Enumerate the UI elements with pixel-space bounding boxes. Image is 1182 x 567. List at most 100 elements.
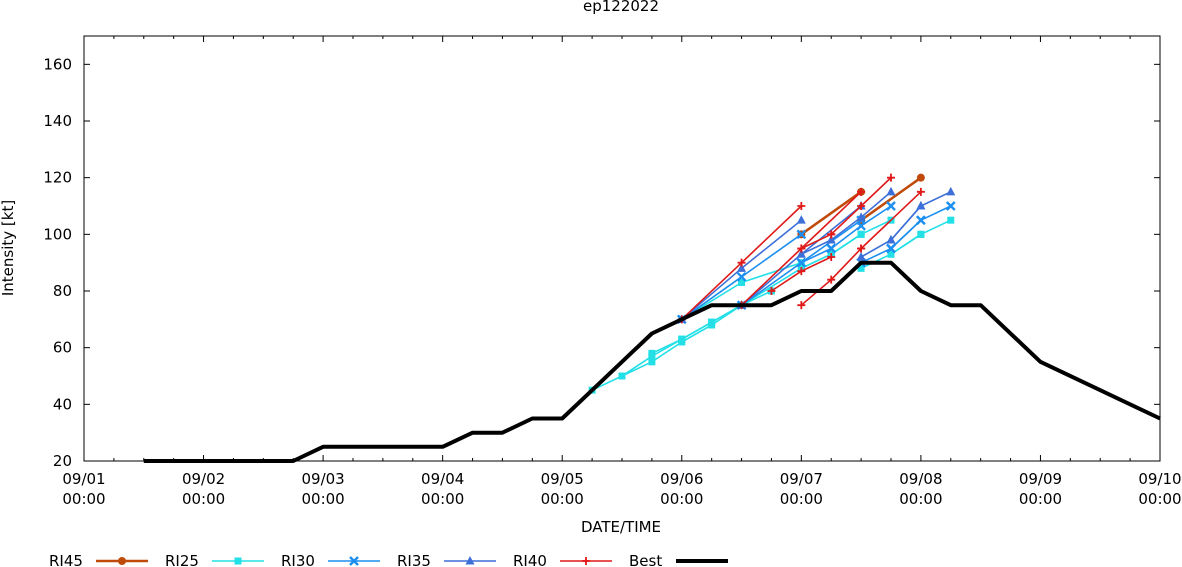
data-point-ri35	[856, 212, 866, 221]
data-point-ri30	[945, 201, 956, 211]
series-line-ri45	[800, 190, 862, 236]
x-tick-label-date: 09/06	[660, 470, 703, 488]
data-point-ri25	[887, 250, 895, 258]
x-tick-label-date: 09/08	[899, 470, 942, 488]
axis-ticks	[83, 36, 1161, 462]
legend-label-ri40: RI40	[513, 552, 547, 567]
data-point-ri40	[916, 187, 925, 196]
legend-marker-ri25	[234, 557, 242, 565]
series-line-best	[143, 260, 1161, 463]
y-tick-label: 100	[43, 225, 72, 243]
data-point-ri35	[856, 252, 866, 261]
x-tick-label-date: 09/07	[780, 470, 823, 488]
y-tick-label: 160	[43, 55, 72, 73]
series-line-ri40	[860, 191, 922, 250]
data-point-ri30	[856, 220, 866, 231]
plot-frame	[83, 35, 1161, 462]
data-point-ri25	[917, 230, 925, 238]
data-point-ri40	[827, 230, 836, 239]
series-layer	[143, 173, 1161, 463]
data-point-ri40	[797, 244, 806, 253]
x-tick-label-time: 00:00	[62, 490, 105, 508]
x-axis-label: DATE/TIME	[581, 518, 661, 536]
data-point-ri25	[678, 335, 686, 343]
x-tick-label-time: 00:00	[660, 490, 703, 508]
legend-label-ri25: RI25	[165, 552, 199, 567]
data-point-ri40	[827, 253, 836, 261]
data-point-ri30	[916, 215, 926, 226]
y-axis-tick-labels: 20 40 60 80 100 120 140 160	[43, 55, 72, 470]
x-tick-label-time: 00:00	[899, 490, 942, 508]
x-tick-label-date: 09/10	[1138, 470, 1181, 488]
data-point-ri35	[826, 235, 836, 244]
x-tick-label-time: 00:00	[301, 490, 344, 508]
data-point-ri35	[916, 201, 926, 210]
x-tick-label-time: 00:00	[421, 490, 464, 508]
legend-marker-ri45	[118, 557, 126, 565]
x-tick-label-date: 09/04	[421, 470, 464, 488]
legend-label-ri30: RI30	[281, 552, 315, 567]
data-point-ri35	[796, 249, 806, 258]
data-point-ri35	[886, 235, 896, 244]
y-axis-label: Intensity [kt]	[0, 200, 17, 296]
data-point-ri45	[916, 173, 925, 182]
x-tick-label-date: 09/02	[182, 470, 225, 488]
series-best	[143, 260, 1161, 463]
y-tick-label: 20	[53, 452, 72, 470]
data-point-ri25	[857, 230, 865, 238]
chart-title: ep122022	[583, 0, 659, 15]
data-point-ri40	[857, 202, 866, 210]
data-point-ri25	[708, 318, 716, 326]
x-tick-label-date: 09/03	[301, 470, 344, 488]
data-point-ri30	[886, 201, 896, 211]
data-point-ri25	[947, 216, 955, 224]
x-axis-tick-labels: 09/01 00:00 09/02 00:00 09/03 00:00 09/04 00:00…	[62, 470, 1181, 508]
x-tick-label-time: 00:00	[1019, 490, 1062, 508]
data-point-ri40	[857, 244, 866, 253]
data-point-ri30	[886, 243, 896, 254]
y-tick-label: 140	[43, 112, 72, 130]
data-point-ri30	[736, 271, 747, 282]
legend: RI45 RI25 RI30 RI35 RI40 Best	[49, 552, 728, 567]
data-point-ri30	[796, 257, 807, 268]
data-point-ri30	[826, 243, 837, 254]
x-tick-label-time: 00:00	[182, 490, 225, 508]
data-point-ri40	[887, 173, 895, 182]
data-point-ri25	[618, 372, 626, 380]
data-point-ri35	[737, 263, 747, 272]
data-point-ri35	[946, 186, 956, 196]
series-ri40	[677, 173, 925, 324]
data-point-ri25	[738, 279, 746, 286]
x-tick-label-date: 09/01	[62, 470, 105, 488]
data-point-ri25	[857, 264, 865, 272]
legend-label-ri45: RI45	[49, 552, 83, 567]
data-point-ri40	[857, 187, 866, 196]
legend-label-ri35: RI35	[397, 552, 431, 567]
series-line-ri40	[800, 191, 862, 250]
series-line-ri45	[860, 176, 922, 222]
x-tick-label-time: 00:00	[541, 490, 584, 508]
series-line-ri35	[800, 205, 862, 255]
legend-label-best: Best	[629, 552, 662, 567]
series-line-ri25	[591, 304, 743, 391]
data-point-ri40	[827, 275, 836, 284]
y-tick-label: 40	[53, 395, 72, 413]
x-tick-label-time: 00:00	[780, 490, 823, 508]
legend-marker-ri35	[465, 556, 475, 565]
x-tick-label-time: 00:00	[1138, 490, 1181, 508]
legend-marker-ri30	[349, 556, 359, 566]
data-point-ri40	[737, 258, 746, 267]
y-tick-label: 60	[53, 339, 72, 357]
y-tick-label: 80	[53, 282, 72, 300]
legend-marker-ri40	[582, 557, 590, 565]
y-tick-label: 120	[43, 169, 72, 187]
data-point-ri35	[886, 186, 896, 196]
data-point-ri25	[648, 349, 656, 357]
data-point-ri25	[648, 358, 656, 366]
data-point-ri30	[796, 229, 807, 240]
x-tick-label-date: 09/09	[1019, 470, 1062, 488]
data-point-ri35	[796, 215, 806, 224]
data-point-ri40	[767, 287, 776, 295]
data-point-ri40	[797, 202, 806, 210]
